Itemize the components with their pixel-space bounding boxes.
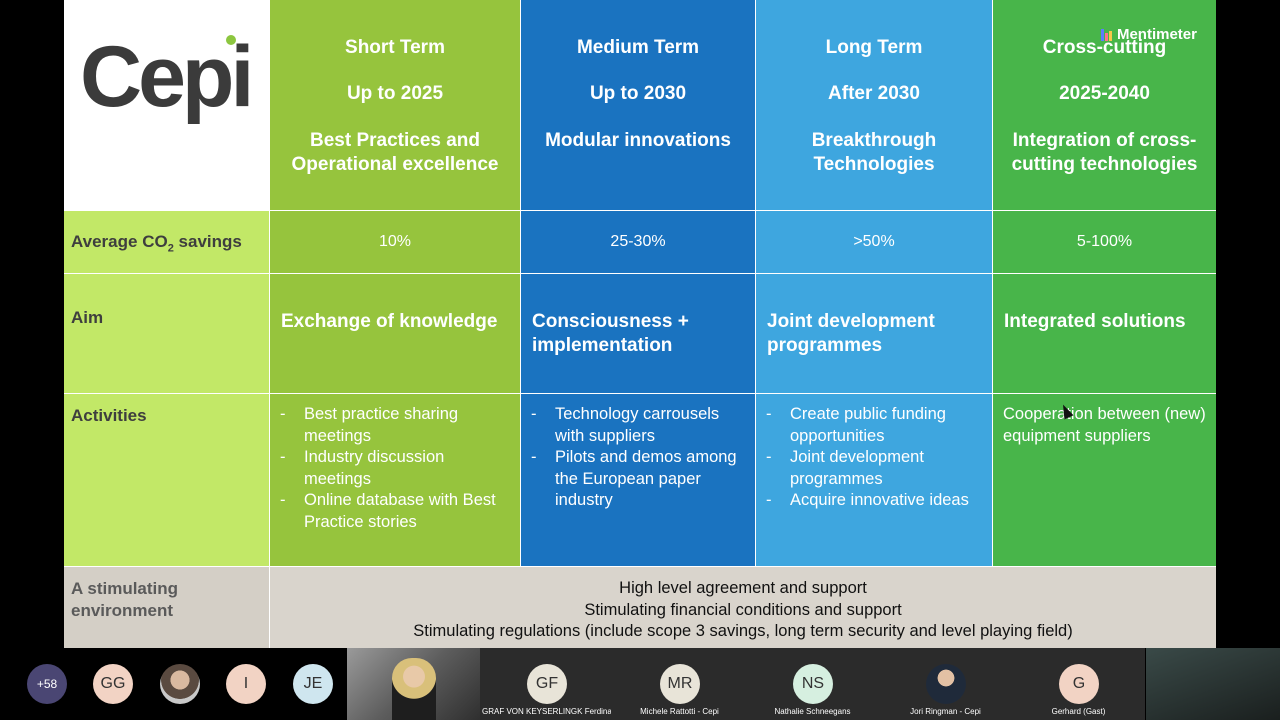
- environment-line: Stimulating regulations (include scope 3…: [413, 622, 1073, 640]
- participants-bar: +58 GG I JE GF GRAF VON KEYSERLINGK Ferd…: [0, 648, 1280, 720]
- environment-content: High level agreement and support Stimula…: [270, 567, 1216, 648]
- column-theme: Integration of cross-cutting technologie…: [1011, 130, 1198, 175]
- participant-tile[interactable]: G Gerhard (Gast): [1012, 648, 1145, 720]
- activities-short-term: Best practice sharing meetings Industry …: [270, 394, 520, 566]
- cepi-logo: Cepi: [80, 26, 255, 136]
- participant-tile[interactable]: MR Michele Rattotti - Cepi: [613, 648, 746, 720]
- participant-initials: G: [1059, 664, 1099, 704]
- column-title: Cross-cutting: [1042, 37, 1167, 58]
- savings-label-sub: 2: [167, 242, 174, 255]
- savings-label-prefix: Average CO: [71, 232, 168, 251]
- list-item: Acquire innovative ideas: [766, 490, 984, 512]
- participant-name: GRAF VON KEYSERLINGK Ferdinand: [482, 707, 611, 716]
- savings-medium-term: 25-30%: [521, 211, 755, 273]
- list-item: Industry discussion meetings: [280, 447, 512, 490]
- participant-name: Gerhard (Gast): [1051, 707, 1106, 716]
- list-item: Create public funding opportunities: [766, 404, 984, 447]
- list-item: Online database with Best Practice stori…: [280, 490, 512, 533]
- column-period: After 2030: [828, 83, 920, 104]
- mentimeter-label: Mentimeter: [1116, 26, 1197, 43]
- logo-cell: Cepi: [64, 0, 269, 210]
- mentimeter-icon: [1100, 28, 1113, 41]
- column-period: Up to 2025: [346, 83, 444, 104]
- column-title: Short Term: [345, 37, 445, 58]
- participant-initials: MR: [660, 664, 700, 704]
- header-cross-cutting: Cross-cutting 2025-2040 Integration of c…: [993, 0, 1216, 210]
- list-item: Technology carrousels with suppliers: [531, 404, 747, 447]
- avatar-initials: GG: [100, 675, 126, 692]
- header-medium-term: Medium Term Up to 2030 Modular innovatio…: [521, 0, 755, 210]
- participant-name: Michele Rattotti - Cepi: [640, 707, 719, 716]
- environment-line: High level agreement and support: [619, 579, 867, 597]
- header-short-term: Short Term Up to 2025 Best Practices and…: [270, 0, 520, 210]
- savings-short-term: 10%: [270, 211, 520, 273]
- brand-text: Cepi: [80, 29, 250, 125]
- participants-overflow[interactable]: +58: [27, 664, 67, 704]
- activities-cross-cutting: Cooperation between (new) equipment supp…: [993, 394, 1216, 566]
- environment-line: Stimulating financial conditions and sup…: [584, 600, 902, 619]
- activities-medium-term: Technology carrousels with suppliers Pil…: [521, 394, 755, 566]
- participant-initials: GF: [527, 664, 567, 704]
- participant-name: Jori Ringman - Cepi: [910, 707, 981, 716]
- avatar[interactable]: I: [226, 664, 266, 704]
- activities-label: Activities: [71, 406, 147, 425]
- list-item: Pilots and demos among the European pape…: [531, 447, 747, 512]
- participant-tile[interactable]: NS Nathalie Schneegans: [746, 648, 879, 720]
- speaker-video[interactable]: [347, 648, 480, 720]
- activities-long-term: Create public funding opportunities Join…: [756, 394, 992, 566]
- list-item: Best practice sharing meetings: [280, 404, 512, 447]
- speaker-figure: [392, 658, 436, 720]
- aim-label: Aim: [71, 308, 104, 327]
- row-label-aim: Aim: [64, 274, 269, 393]
- aim-cross-cutting: Integrated solutions: [993, 274, 1216, 393]
- participant-tile-video[interactable]: [1146, 648, 1280, 720]
- avatar-initials: I: [243, 675, 249, 692]
- aim-long-term: Joint development programmes: [756, 274, 992, 393]
- participant-tile[interactable]: Jori Ringman - Cepi: [879, 648, 1012, 720]
- participant-initials: NS: [793, 664, 833, 704]
- avatar[interactable]: GG: [93, 664, 133, 704]
- slide: Cepi Short Term Up to 2025 Best Practice…: [64, 0, 1216, 648]
- row-label-activities: Activities: [64, 394, 269, 566]
- row-label-savings: Average CO2 savings: [64, 211, 269, 273]
- avatar[interactable]: JE: [293, 664, 333, 704]
- avatar-photo[interactable]: [160, 664, 200, 704]
- column-period: Up to 2030: [589, 83, 687, 104]
- column-title: Medium Term: [576, 37, 700, 58]
- aim-short-term: Exchange of knowledge: [270, 274, 520, 393]
- avatar-initials: JE: [303, 675, 323, 692]
- aim-medium-term: Consciousness + implementation: [521, 274, 755, 393]
- column-theme: Modular innovations: [545, 130, 731, 151]
- column-theme: Breakthrough Technologies: [811, 130, 937, 175]
- environment-label: A stimulating environment: [71, 579, 179, 620]
- row-label-environment: A stimulating environment: [64, 567, 269, 648]
- column-title: Long Term: [825, 37, 923, 58]
- overflow-count: +58: [36, 677, 58, 691]
- list-item: Joint development programmes: [766, 447, 984, 490]
- activities-text: Cooperation between (new) equipment supp…: [1003, 405, 1206, 445]
- column-theme: Best Practices and Operational excellenc…: [291, 130, 499, 175]
- savings-label-suffix: savings: [173, 232, 242, 251]
- participant-tile[interactable]: GF GRAF VON KEYSERLINGK Ferdinand: [480, 648, 613, 720]
- savings-long-term: >50%: [756, 211, 992, 273]
- savings-cross-cutting: 5-100%: [993, 211, 1216, 273]
- header-long-term: Long Term After 2030 Breakthrough Techno…: [756, 0, 992, 210]
- participant-photo: [926, 664, 966, 704]
- column-period: 2025-2040: [1059, 83, 1150, 104]
- mentimeter-badge: Mentimeter: [1100, 26, 1197, 43]
- participant-name: Nathalie Schneegans: [774, 707, 851, 716]
